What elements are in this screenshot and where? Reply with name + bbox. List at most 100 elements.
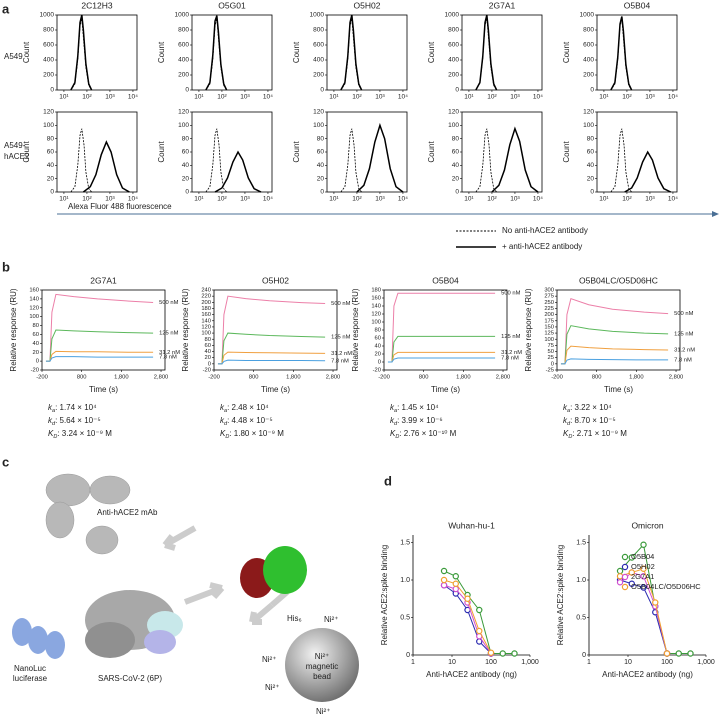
series-label: 7.8 nM — [674, 357, 692, 363]
legend-marker — [621, 553, 629, 561]
subscript: d — [394, 421, 398, 427]
y-axis-label: Count — [157, 141, 166, 163]
chart: 0 0.5 1.0 1.5 1 10 100 1,000 Omicron Relative ACE… — [556, 520, 715, 679]
x-tick-label: 10³ — [510, 94, 520, 101]
magnetic-bead — [285, 628, 359, 702]
spike-shape — [85, 590, 183, 658]
y-tick-label: 160 — [29, 288, 39, 294]
series-line — [356, 122, 404, 193]
y-tick-label: 800 — [178, 27, 189, 34]
series-line — [610, 128, 632, 193]
bead-label: Ni²⁺ — [315, 652, 329, 661]
plot-frame — [191, 14, 273, 91]
y-tick-label: 50 — [548, 349, 554, 355]
legend-label: O5B04LC/O5D06HC — [631, 582, 701, 591]
chart: 0 20 40 60 80 100 120 10¹ 10² 10³ 10⁴ Count — [562, 109, 678, 203]
y-axis-label: Count — [157, 41, 166, 63]
chart: 0 20 40 60 80 100 120 10¹ 10² 10³ 10⁴ Count — [292, 109, 408, 203]
nanoluc-shape — [12, 618, 65, 659]
ni-label: Ni²⁺ — [324, 615, 338, 624]
data-point — [487, 649, 495, 656]
y-tick-label: 400 — [448, 57, 459, 64]
ni-label: Ni²⁺ — [316, 707, 330, 716]
legend-marker — [621, 563, 629, 571]
x-tick-label: 10⁴ — [263, 94, 273, 101]
y-tick-label: 1000 — [445, 12, 460, 19]
y-tick-label: 100 — [43, 122, 54, 129]
y-tick-label: -20 — [31, 368, 39, 374]
data-point — [476, 627, 483, 635]
chart-title: Wuhan-hu-1 — [448, 520, 495, 530]
y-tick-label: 0 — [208, 361, 211, 367]
y-tick-label: 1000 — [175, 12, 190, 19]
y-tick-label: 80 — [182, 135, 190, 142]
x-tick-label: 100 — [485, 659, 497, 666]
series-line — [560, 325, 669, 365]
x-tick-label: 10¹ — [329, 196, 339, 203]
y-tick-label: 25 — [548, 355, 554, 361]
y-tick-label: 140 — [201, 318, 211, 324]
subscript: a — [52, 408, 55, 414]
subscript: a — [567, 408, 570, 414]
y-tick-label: 0 — [455, 189, 459, 196]
x-tick-label: 10 — [448, 659, 456, 666]
x-tick-label: 10¹ — [329, 94, 339, 101]
y-tick-label: 80 — [375, 328, 381, 334]
y-tick-label: 40 — [587, 162, 595, 169]
panel-label: c — [2, 454, 9, 469]
x-tick-label: 2,800 — [154, 375, 169, 381]
y-tick-label: 1.0 — [400, 577, 410, 584]
chart: 0 20 40 60 80 100 120 10¹ 10² 10³ 10⁴ Count — [157, 109, 273, 203]
y-axis-label: Relative response (RU) — [181, 288, 190, 371]
data-point — [616, 567, 624, 575]
symbol: k — [220, 416, 225, 425]
y-tick-label: 100 — [29, 314, 39, 320]
symbol: K — [220, 429, 226, 438]
y-tick-label: 1.0 — [576, 577, 586, 584]
kinetic-constant: ka: 1.45 × 10⁴ — [390, 403, 439, 414]
series-label: 500 nM — [159, 300, 179, 306]
mab-label: Anti-hACE2 mAb — [97, 508, 158, 517]
y-tick-label: 0 — [36, 359, 39, 365]
plot-frame — [326, 111, 408, 193]
x-tick-label: 10² — [352, 196, 362, 203]
x-tick-label: 10¹ — [59, 94, 69, 101]
series-label: 7.8 nM — [501, 356, 519, 362]
kinetic-constant: ka: 2.48 × 10⁴ — [220, 403, 269, 414]
x-tick-label: 10⁴ — [533, 196, 543, 203]
x-tick-label: 10² — [487, 94, 497, 101]
plot-frame — [56, 14, 138, 91]
symbol: k — [48, 403, 53, 412]
x-tick-label: 10¹ — [464, 196, 474, 203]
y-tick-label: 800 — [313, 27, 324, 34]
x-tick-label: 1,800 — [286, 375, 301, 381]
x-tick-label: 1,000 — [697, 659, 715, 666]
y-tick-label: 75 — [548, 343, 554, 349]
y-tick-label: 400 — [178, 57, 189, 64]
panel-label: a — [2, 1, 10, 16]
subscript: D — [568, 434, 572, 440]
data-point — [464, 595, 471, 602]
data-point — [440, 567, 448, 575]
value: : 3.22 × 10⁴ — [570, 403, 612, 412]
spike-label: SARS-CoV-2 (6P) — [98, 674, 162, 683]
symbol: k — [563, 403, 568, 412]
value: : 2.71 × 10⁻⁹ M — [572, 429, 627, 438]
x-tick-label: 10⁴ — [398, 196, 408, 203]
legend-label: No anti-hACE2 antibody — [502, 226, 588, 235]
y-tick-label: 40 — [182, 162, 190, 169]
data-point — [652, 599, 659, 606]
x-tick-label: 10⁴ — [128, 196, 138, 203]
plot-frame — [556, 289, 681, 371]
panel-label: b — [2, 259, 10, 274]
x-tick-label: 1,000 — [521, 659, 539, 666]
chart: 0 200 400 600 800 1000 10¹ 10² 10³ 10⁴ 2C12H3 Count — [22, 0, 138, 100]
value: : 1.45 × 10⁴ — [397, 403, 439, 412]
plot-frame — [461, 14, 543, 91]
y-tick-label: 1000 — [580, 12, 595, 19]
y-tick-label: 100 — [313, 122, 324, 129]
legend-label: O5H02 — [631, 562, 655, 571]
y-tick-label: 120 — [29, 305, 39, 311]
